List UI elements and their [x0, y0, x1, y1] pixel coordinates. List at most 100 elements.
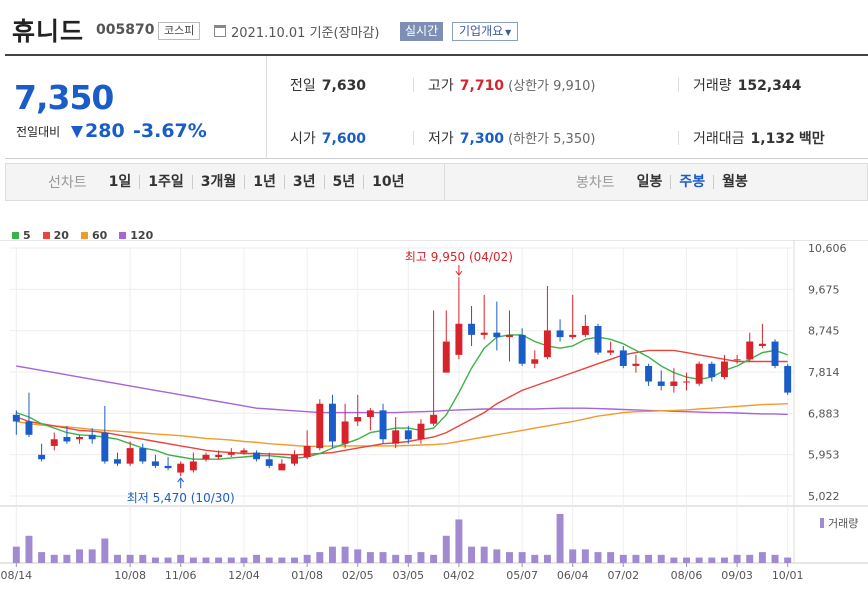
change-value: 280	[85, 120, 125, 142]
low-value: 7,300	[459, 131, 505, 147]
volume-bar	[581, 549, 589, 563]
y-tick-label: 5,022	[808, 490, 840, 503]
open-value: 7,600	[321, 131, 367, 147]
candle-body	[531, 359, 539, 364]
x-tick-label: 10/01	[772, 569, 804, 582]
candle-body	[708, 363, 716, 378]
y-tick-label: 7,814	[808, 366, 840, 379]
y-tick-label: 9,675	[808, 283, 840, 296]
down-triangle-icon	[71, 126, 83, 138]
realtime-button[interactable]: 실시간	[400, 22, 444, 41]
volume-bar	[328, 546, 336, 563]
change-percent: -3.67%	[133, 120, 207, 142]
y-tick-label: 10,606	[808, 242, 847, 255]
legend-swatch	[12, 232, 19, 239]
x-tick-label: 10/08	[114, 569, 146, 582]
legend-item: 5	[12, 229, 31, 242]
volume-bar	[278, 557, 286, 563]
volume-bar	[695, 557, 703, 563]
candle-body	[404, 430, 412, 440]
volume-bar	[543, 554, 551, 563]
candle-body	[480, 332, 488, 335]
company-overview-dropdown[interactable]: 기업개요 ▼	[452, 22, 519, 41]
volume-bar	[354, 549, 362, 563]
volume-bar	[88, 549, 96, 563]
low-label: 저가	[428, 131, 454, 147]
candle-body	[518, 334, 526, 364]
candle-body	[758, 343, 766, 346]
market-badge: 코스피	[158, 22, 201, 40]
volume-bar	[455, 519, 463, 563]
candlestick-chart[interactable]: 10,606 9,675 8,745 7,814 6,883 5,953 5,022 08/1…	[0, 240, 868, 595]
high-value: 7,710	[459, 78, 505, 94]
tab-daily[interactable]: 일봉	[629, 175, 672, 189]
tab-3m[interactable]: 3개월	[193, 175, 246, 189]
tab-weekly[interactable]: 주봉	[671, 175, 715, 189]
candle-body	[720, 361, 728, 378]
legend-label: 20	[53, 229, 69, 242]
candle-body	[543, 330, 551, 358]
tab-monthly[interactable]: 월봉	[722, 174, 748, 190]
volume-cell: 거래량 152,344	[693, 75, 801, 95]
volume-bar	[493, 549, 501, 563]
volume-bar	[189, 557, 197, 563]
legend-label: 120	[130, 229, 154, 242]
caret-down-icon: ▼	[505, 28, 512, 37]
volume-bar	[227, 557, 235, 563]
volume-bar	[619, 554, 627, 563]
tab-3y[interactable]: 3년	[285, 175, 325, 189]
volume-bar	[240, 557, 248, 563]
candle-body	[733, 359, 741, 361]
volume-bar	[784, 557, 792, 563]
x-tick-label: 06/04	[557, 569, 589, 582]
candle-body	[164, 465, 172, 469]
volume-bar	[657, 554, 665, 563]
candle-body	[581, 325, 589, 335]
volume-bar	[12, 546, 20, 563]
candle-body	[379, 410, 387, 440]
candle-body	[12, 414, 20, 422]
ma-legend: 5 20 60 120	[12, 229, 165, 242]
ma20-line	[16, 349, 788, 456]
candle-body	[265, 459, 273, 466]
volume-bar	[607, 552, 615, 563]
candle-body	[645, 365, 653, 382]
candle-body	[619, 350, 627, 366]
price-panel: 7,350 전일대비 280 -3.67%	[5, 56, 267, 159]
x-tick-label: 09/03	[721, 569, 753, 582]
y-tick-label: 5,953	[808, 449, 840, 462]
amount-value: 1,132	[750, 131, 795, 147]
tab-divider	[444, 164, 445, 200]
tab-1w[interactable]: 1주일	[140, 175, 193, 189]
candle-body	[316, 403, 324, 449]
y-tick-label: 8,745	[808, 325, 840, 338]
candle-body	[227, 452, 235, 455]
candle-body	[683, 381, 690, 383]
line-chart-tabs: 선차트 1일 1주일 3개월 1년 3년 5년 10년	[48, 164, 413, 200]
x-tick-label: 11/06	[165, 569, 197, 582]
candle-body	[114, 459, 121, 464]
line-chart-label: 선차트	[48, 175, 87, 191]
candle-body	[771, 341, 779, 366]
volume-bar	[720, 557, 728, 563]
stock-code: 005870	[96, 22, 155, 38]
volume-bar	[417, 552, 425, 563]
candle-body	[88, 434, 96, 440]
volume-bar	[139, 554, 147, 563]
prev-close-label: 전일	[290, 78, 316, 94]
candle-body	[50, 439, 58, 446]
volume-bar	[670, 557, 678, 563]
divider	[678, 131, 679, 145]
candle-body	[253, 452, 261, 460]
volume-value: 152,344	[737, 78, 802, 94]
tab-10y[interactable]: 10년	[372, 174, 405, 190]
prev-close-cell: 전일 7,630	[290, 75, 366, 95]
x-tick-label: 01/08	[291, 569, 323, 582]
ma60-line	[16, 403, 788, 447]
tab-5y[interactable]: 5년	[325, 175, 365, 189]
tab-1y[interactable]: 1년	[245, 175, 285, 189]
y-tick-label: 6,883	[808, 407, 840, 420]
divider	[678, 78, 679, 92]
tab-1d[interactable]: 1일	[101, 175, 141, 189]
quote-panel: 7,350 전일대비 280 -3.67% 전일 7,630 고가 7,710 (상한…	[5, 54, 868, 159]
